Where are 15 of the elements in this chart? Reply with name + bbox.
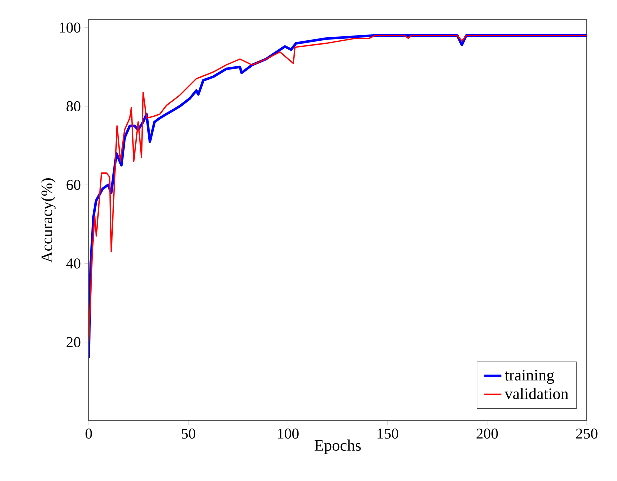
- legend-label: validation: [504, 388, 569, 400]
- y-tick-label: 40: [66, 258, 81, 269]
- x-tick-label: 150: [378, 428, 398, 439]
- legend-label: training: [505, 370, 554, 384]
- y-tick-label: 80: [66, 101, 81, 112]
- y-tick-label: 60: [66, 180, 81, 190]
- y-tick-label: 20: [66, 337, 81, 348]
- x-tick-label: 250: [576, 428, 598, 439]
- x-tick-label: 200: [476, 428, 498, 439]
- y-tick-label: 100: [60, 22, 81, 33]
- x-tick-label: 0: [86, 428, 92, 439]
- x-tick-label: 50: [182, 428, 196, 439]
- x-axis-title: Epochs: [314, 440, 361, 454]
- x-tick-label: 100: [278, 428, 299, 439]
- y-axis-title: Accuracy(%): [41, 178, 56, 263]
